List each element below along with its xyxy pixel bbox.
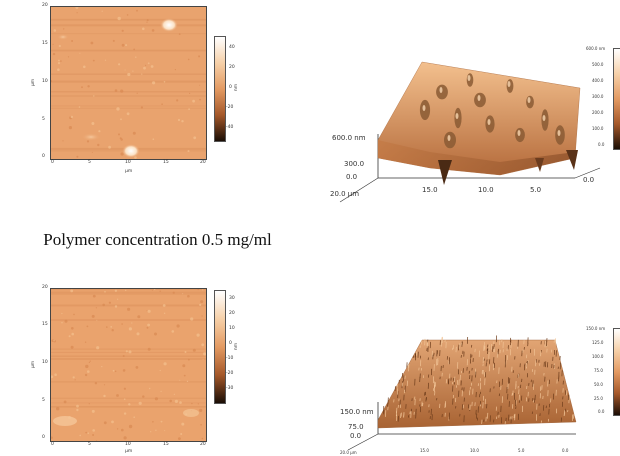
colorbar-tick: 100.0 xyxy=(592,126,604,131)
colorbar-tick: 200.0 xyxy=(592,110,604,115)
height-colorbar xyxy=(214,36,226,142)
z-label: 0.0 xyxy=(346,173,357,181)
colorbar-tick: 0 xyxy=(229,341,232,346)
y-tick: 10 xyxy=(42,360,48,365)
x-label: 0.0 xyxy=(583,176,594,184)
colorbar-tick: 125.0 xyxy=(592,340,604,345)
top-2d-height-map: 20 15 10 5 0 µm xyxy=(0,0,240,180)
z-label: 600.0 nm xyxy=(332,134,366,142)
top-3d-colorbar: 600.0 nm 500.0 400.0 300.0 200.0 100.0 0… xyxy=(580,44,620,154)
bottom-3d-colorbar: 150.0 nm 125.0 100.0 75.0 50.0 25.0 0.0 xyxy=(580,324,620,420)
colorbar-tick: -20 xyxy=(226,371,234,376)
y-axis-unit: µm xyxy=(31,78,37,87)
y-tick: 10 xyxy=(42,79,48,84)
figure-caption: Polymer concentration 0.5 mg/ml xyxy=(43,230,272,249)
x-label: 5.0 xyxy=(518,448,525,453)
colorbar-tick: 20 xyxy=(229,311,235,316)
colorbar-tick: -30 xyxy=(226,386,234,391)
top-3d-surface-view: 600.0 nm 300.0 0.0 20.0 µm 15.0 10.0 5.0… xyxy=(330,61,601,203)
y-tick: 5 xyxy=(42,117,45,122)
x-tick: 15 xyxy=(163,442,169,447)
z-label: 0.0 xyxy=(350,432,361,440)
colorbar-tick: 0 xyxy=(229,85,232,90)
x-label: 5.0 xyxy=(530,186,541,194)
colorbar-unit: nm xyxy=(234,342,240,351)
colorbar-unit: nm xyxy=(234,83,240,92)
y-tick: 15 xyxy=(42,41,48,46)
y-tick: 0 xyxy=(42,154,45,159)
colorbar-tick: 0.0 xyxy=(598,409,605,414)
colorbar-tick: -40 xyxy=(226,125,234,130)
x-label: 10.0 xyxy=(470,448,479,453)
colorbar-tick: 25.0 xyxy=(594,396,603,401)
y-tick: 20 xyxy=(42,3,48,8)
colorbar-tick: 30 xyxy=(229,296,235,301)
colorbar-tick: 150.0 nm xyxy=(586,326,606,331)
colorbar-tick: 40 xyxy=(229,45,235,50)
bottom-afm-panel: 20 15 10 5 0 µm 0 5 10 15 20 µm 30 20 10… xyxy=(0,282,620,456)
x-label: 15.0 xyxy=(420,448,429,453)
bottom-3d-surface-view: 150.0 nm 75.0 0.0 20.0 µm 15.0 10.0 5.0 … xyxy=(340,335,577,455)
colorbar-tick: 400.0 xyxy=(592,78,604,83)
x-tick: 0 xyxy=(51,442,54,447)
x-label: 0.0 xyxy=(562,448,569,453)
colorbar-tick: 500.0 xyxy=(592,62,604,67)
x-axis-unit: µm xyxy=(125,449,133,454)
x-tick: 15 xyxy=(163,160,169,165)
x-tick: 5 xyxy=(88,160,91,165)
colorbar-tick: -10 xyxy=(226,356,234,361)
y-tick: 20 xyxy=(42,285,48,290)
x-axis-unit: µm xyxy=(125,169,133,174)
x-tick: 10 xyxy=(125,442,131,447)
afm-2d-image xyxy=(50,288,207,442)
colorbar-tick: 300.0 xyxy=(592,94,604,99)
y-tick: 0 xyxy=(42,435,45,440)
colorbar-tick: 20 xyxy=(229,65,235,70)
colorbar-tick: -20 xyxy=(226,105,234,110)
colorbar-tick: 0.0 xyxy=(598,142,605,147)
top-afm-panel: 20 15 10 5 0 µm xyxy=(0,0,620,205)
z-label: 300.0 xyxy=(344,160,364,168)
bottom-2d-height-map: 20 15 10 5 0 µm 0 5 10 15 20 µm 30 20 10… xyxy=(0,282,240,456)
x-tick: 10 xyxy=(125,160,131,165)
x-label: 10.0 xyxy=(478,186,494,194)
x-tick: 20 xyxy=(200,160,206,165)
colorbar-tick: 10 xyxy=(229,326,235,331)
x-label: 20.0 µm xyxy=(340,450,357,455)
colorbar-gradient xyxy=(613,328,620,416)
colorbar-gradient xyxy=(613,48,620,150)
afm-2d-image xyxy=(50,6,207,160)
x-tick: 20 xyxy=(200,442,206,447)
x-label: 15.0 xyxy=(422,186,438,194)
colorbar-tick: 600.0 nm xyxy=(586,46,606,51)
colorbar-tick: 100.0 xyxy=(592,354,604,359)
x-tick: 5 xyxy=(88,442,91,447)
x-tick: 0 xyxy=(51,160,54,165)
y-tick: 15 xyxy=(42,322,48,327)
y-tick: 5 xyxy=(42,398,45,403)
z-label: 150.0 nm xyxy=(340,408,374,416)
height-colorbar xyxy=(214,290,226,404)
x-label: 20.0 µm xyxy=(330,190,359,198)
y-axis-unit: µm xyxy=(31,360,37,369)
z-label: 75.0 xyxy=(348,423,364,431)
colorbar-tick: 50.0 xyxy=(594,382,603,387)
colorbar-tick: 75.0 xyxy=(594,368,603,373)
